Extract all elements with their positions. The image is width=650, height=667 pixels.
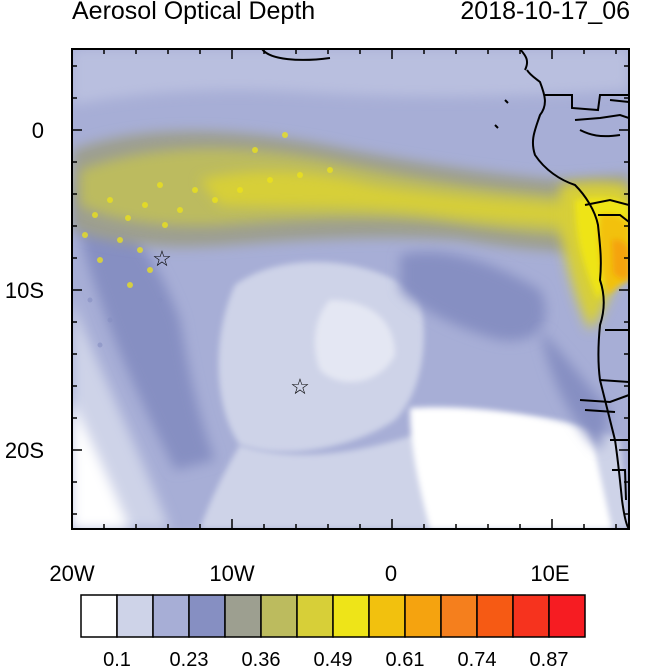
lat-tick-label-0: 0 [32,118,44,143]
colorbar-swatch [224,594,262,638]
colorbar-swatch [476,594,514,638]
colorbar-swatch [332,594,370,638]
star-marker-south: ☆ [290,374,310,399]
colorbar-label: 0.36 [242,649,281,667]
colorbar-swatch [404,594,442,638]
colorbar-swatch [368,594,406,638]
colorbar-swatch [260,594,298,638]
lon-tick-label-10e: 10E [530,561,569,586]
colorbar-swatch [152,594,190,638]
colorbar-label: 0.61 [386,649,425,667]
colorbar-label: 0.49 [314,649,353,667]
lon-tick-label-0: 0 [385,561,397,586]
lat-tick-label-20s: 20S [5,438,44,463]
colorbar-label: 0.23 [170,649,209,667]
colorbar-swatch [116,594,154,638]
star-marker-north: ☆ [152,246,172,271]
colorbar-label: 0.87 [530,649,569,667]
colorbar-swatch [512,594,550,638]
lon-tick-label-20w: 20W [49,561,94,586]
colorbar-swatch [188,594,226,638]
colorbar-swatch [296,594,334,638]
lon-tick-label-10w: 10W [209,561,254,586]
map-title: Aerosol Optical Depth [72,0,316,25]
map-datetime: 2018-10-17_06 [460,0,630,25]
aod-field [72,49,629,529]
colorbar-label: 0.1 [103,649,131,667]
land-boundaries [261,49,629,529]
colorbar-label: 0.74 [458,649,497,667]
colorbar-swatch [548,594,586,638]
colorbar [80,594,586,638]
colorbar-swatch [80,594,118,638]
plot-frame [71,48,630,530]
tick-marks [71,49,629,529]
colorbar-labels: 0.1 0.23 0.36 0.49 0.61 0.74 0.87 [103,649,568,667]
colorbar-swatch [440,594,478,638]
lat-tick-label-10s: 10S [5,278,44,303]
